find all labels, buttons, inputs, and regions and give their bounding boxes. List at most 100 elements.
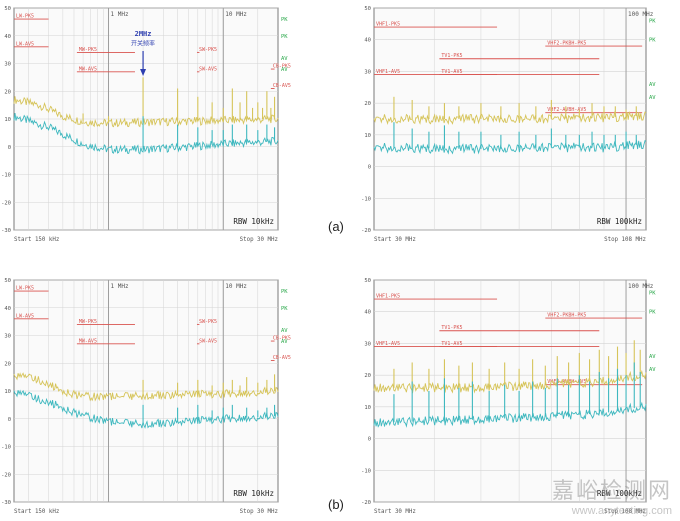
limit-label: LW-AV5	[16, 313, 34, 319]
limit-label: VHF1-AV5	[376, 341, 400, 347]
y-tick-label: -10	[361, 196, 371, 202]
annotation-desc: 开关频率	[131, 39, 155, 47]
limit-label: CB-AV5	[273, 355, 291, 361]
y-tick-label: -20	[361, 228, 371, 234]
x-marker-label: 1 MHz	[111, 11, 129, 18]
trace-yellow	[13, 372, 279, 402]
subfigure-label-b: (b)	[328, 497, 344, 512]
y-tick-label: 0	[8, 145, 11, 151]
y-tick-label: 10	[364, 133, 371, 139]
limit-label: SW-PK5	[199, 319, 217, 325]
y-tick-label: 50	[364, 278, 371, 284]
y-tick-label: -10	[1, 173, 11, 179]
y-tick-label: -10	[1, 445, 11, 451]
chart-svg-b-conducted: 50 40 30 20 10 0 -10 -20 -30 1 MHz 10 MHz LW-PK5 LW-…	[1, 278, 291, 515]
rbw-label: RBW 10kHz	[233, 217, 274, 226]
y-tick-label: 30	[4, 334, 11, 340]
chart-a-radiated: 50 40 30 20 10 0 -10 -20 100 MHz VHF1-PK5 TV1-PK5 V…	[360, 4, 668, 244]
x-marker-label: 10 MHz	[225, 11, 247, 18]
limit-label: SW-AV5	[199, 338, 217, 344]
y-tick-label: 50	[364, 6, 371, 12]
stop-label: Stop 30 MHz	[240, 509, 278, 515]
trace-yellow	[13, 96, 279, 128]
start-label: Start 150 kHz	[14, 237, 59, 243]
y-tick-label: -20	[361, 500, 371, 506]
trace-cyan	[13, 112, 279, 155]
limit-label: CB-PK5	[273, 64, 291, 70]
stop-label: Stop 108 MHz	[604, 509, 646, 515]
y-tick-label: 20	[364, 373, 371, 379]
trace-cyan	[373, 401, 647, 428]
chart-svg-b-radiated: 50 40 30 20 10 0 -10 -20 100 MHz VHF1-PK5 TV1-PK5 V…	[361, 278, 656, 515]
x-marker-label: 100 MHz	[628, 283, 654, 290]
limit-label: SW-AV5	[199, 66, 217, 72]
watermark: 嘉峪检测网 www.anytesting.com	[552, 473, 672, 517]
detector-tag: AV	[649, 82, 656, 88]
y-tick-label: 10	[364, 405, 371, 411]
limit-label: LW-PK5	[16, 286, 34, 292]
detector-tag: PK	[649, 291, 656, 297]
y-tick-label: 30	[364, 341, 371, 347]
limit-label: MW-PK5	[79, 319, 97, 325]
limit-label: CB-PK5	[273, 336, 291, 342]
watermark-en: www.anytesting.com	[571, 505, 672, 517]
detector-tag: AV	[281, 339, 288, 345]
y-tick-label: 40	[364, 310, 371, 316]
y-tick-label: 40	[364, 38, 371, 44]
y-tick-label: 0	[368, 437, 371, 443]
y-tick-label: -20	[1, 200, 11, 206]
y-tick-label: 10	[4, 389, 11, 395]
y-tick-label: 0	[8, 417, 11, 423]
subfigure-label-a: (a)	[328, 219, 344, 234]
limit-label: TV1-PK5	[441, 53, 462, 59]
y-tick-label: 50	[4, 6, 11, 12]
chart-b-radiated: 50 40 30 20 10 0 -10 -20 100 MHz VHF1-PK5 TV1-PK5 V…	[360, 276, 668, 516]
detector-tag: AV	[281, 67, 288, 73]
limit-label: TV1-PK5	[441, 325, 462, 331]
detector-tag: PK	[281, 34, 288, 40]
plot-area	[373, 279, 647, 503]
trace-yellow	[373, 369, 647, 394]
y-tick-label: 40	[4, 306, 11, 312]
detector-tag: AV	[649, 95, 656, 101]
y-tick-label: 10	[4, 117, 11, 123]
y-tick-label: -10	[361, 468, 371, 474]
detector-tag: PK	[649, 19, 656, 25]
detector-tag: PK	[281, 17, 288, 23]
limit-label: TV1-AV5	[441, 69, 462, 75]
trace-yellow	[373, 110, 647, 126]
limit-label: MW-PK5	[79, 47, 97, 53]
detector-tag: AV	[649, 354, 656, 360]
y-tick-label: 20	[4, 361, 11, 367]
detector-tag: PK	[649, 38, 656, 44]
limit-label: MW-AV5	[79, 66, 97, 72]
limit-label: LW-AV5	[16, 41, 34, 47]
detector-tag: PK	[281, 306, 288, 312]
y-tick-label: 30	[364, 69, 371, 75]
stop-label: Stop 108 MHz	[604, 237, 646, 243]
limit-label: VHF1-PK5	[376, 22, 400, 28]
chart-b-conducted: 50 40 30 20 10 0 -10 -20 -30 1 MHz 10 MHz LW-PK5 LW-…	[0, 276, 300, 516]
watermark-cn: 嘉峪检测网	[551, 478, 672, 503]
annotation-freq: 2MHz	[135, 30, 152, 38]
detector-tag: AV	[281, 56, 288, 62]
x-marker-label: 1 MHz	[111, 283, 129, 290]
detector-tag: PK	[649, 310, 656, 316]
y-tick-label: 30	[4, 62, 11, 68]
limit-label: VHF1-AV5	[376, 69, 400, 75]
y-tick-label: 0	[368, 165, 371, 171]
detector-tag: AV	[649, 367, 656, 373]
rbw-label: RBW 100kHz	[597, 489, 642, 498]
limit-label: CB-AV5	[273, 83, 291, 89]
detector-tag: AV	[281, 328, 288, 334]
annotation-arrow-head	[140, 69, 147, 76]
rbw-label: RBW 100kHz	[597, 217, 642, 226]
limit-label: SW-PK5	[199, 47, 217, 53]
trace-cyan	[373, 139, 647, 155]
limit-label: VHF2-PKBH-PK5	[547, 313, 586, 319]
y-tick-label: 50	[4, 278, 11, 284]
x-marker-label: 100 MHz	[628, 11, 654, 18]
chart-a-conducted: 50 40 30 20 10 0 -10 -20 -30 1 MHz 10 MHz LW-PK5 LW-…	[0, 4, 300, 244]
limit-label: LW-PK5	[16, 14, 34, 20]
start-label: Start 30 MHz	[374, 237, 416, 243]
